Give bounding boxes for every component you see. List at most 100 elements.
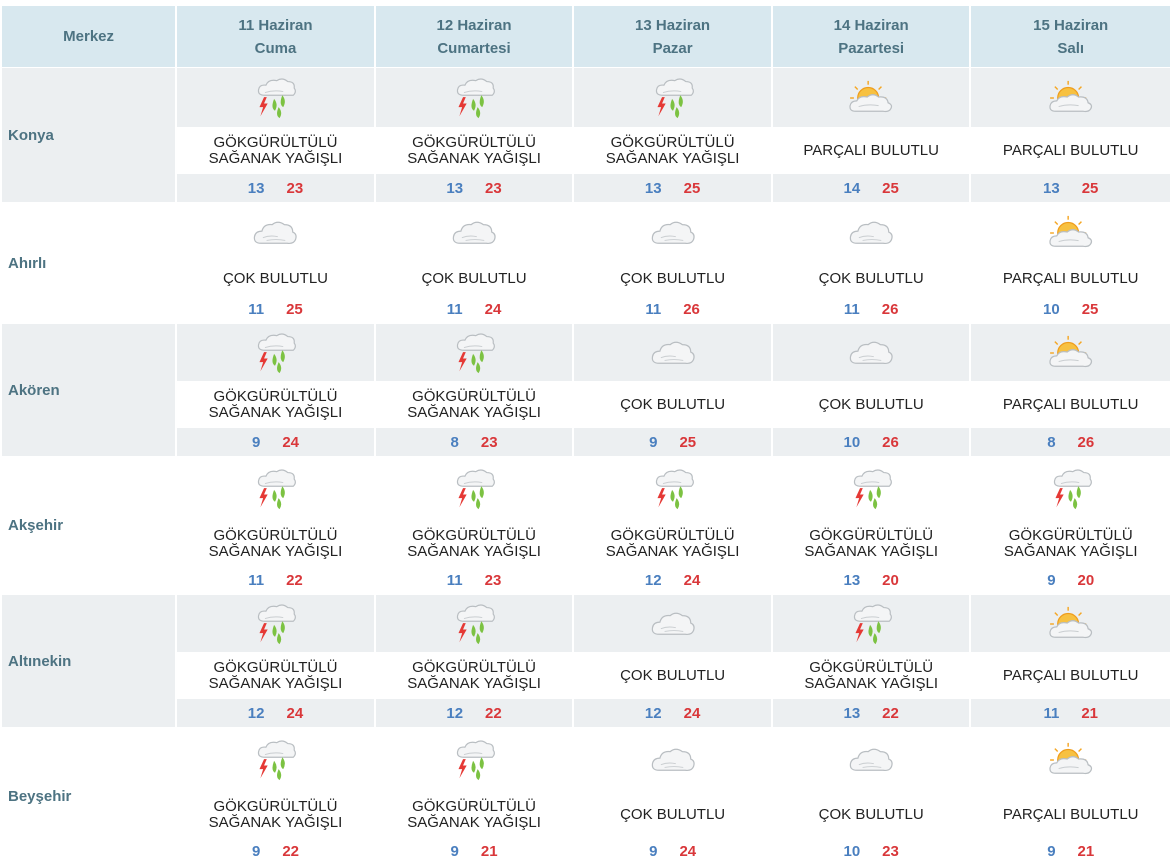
description-text: GÖKGÜRÜLTÜLÜ SAĞANAK YAĞIŞLI (407, 527, 541, 560)
description-line: SAĞANAK YAĞIŞLI (605, 542, 740, 560)
cloudy-icon (651, 341, 695, 364)
thunderstorm-icon (258, 740, 297, 781)
description-line: GÖKGÜRÜLTÜLÜ (610, 133, 735, 151)
partly-cloudy-icon (1048, 742, 1092, 775)
day-header: 15 Haziran Salı (971, 6, 1170, 67)
max-temp: 25 (286, 300, 303, 318)
day-date: 11 Haziran (238, 16, 313, 34)
weather-description: GÖKGÜRÜLTÜLÜ SAĞANAK YAĞIŞLI (574, 127, 771, 174)
description-line: PARÇALI BULUTLU (1002, 141, 1139, 159)
thunderstorm-icon (456, 77, 495, 119)
weather-icon-row (177, 595, 374, 652)
day-date: 15 Haziran (1033, 16, 1109, 34)
description-text: GÖKGÜRÜLTÜLÜ SAĞANAK YAĞIŞLI (209, 388, 343, 421)
day-cell: GÖKGÜRÜLTÜLÜ SAĞANAK YAĞIŞLI 12 24 (177, 595, 376, 727)
description-text: GÖKGÜRÜLTÜLÜ SAĞANAK YAĞIŞLI (209, 659, 343, 692)
city-name: Ahırlı (2, 204, 178, 322)
weather-description: ÇOK BULUTLU (574, 652, 771, 699)
description-line: GÖKGÜRÜLTÜLÜ (213, 797, 338, 815)
description-line: SAĞANAK YAĞIŞLI (804, 542, 938, 560)
description-text: ÇOK BULUTLU (819, 806, 924, 823)
temperature-range: 8 23 (375, 428, 573, 456)
thunderstorm-icon (854, 469, 893, 510)
day-cell: GÖKGÜRÜLTÜLÜ SAĞANAK YAĞIŞLI 11 22 (177, 458, 376, 593)
city-row: Ahırlı ÇOK BULUTLU 11 25 ÇOK BULUTLU 11 24 ÇOK … (2, 204, 1170, 322)
weather-description: GÖKGÜRÜLTÜLÜ SAĞANAK YAĞIŞLI (375, 652, 573, 699)
merkez-header: Merkez (2, 6, 178, 67)
temperature-range: 11 26 (574, 296, 771, 322)
min-temp: 11 (248, 571, 265, 589)
temperature-range: 11 22 (177, 567, 374, 593)
description-line: ÇOK BULUTLU (222, 269, 328, 287)
description-line: ÇOK BULUTLU (421, 269, 527, 287)
description-line: PARÇALI BULUTLU (1002, 269, 1139, 287)
weather-description: GÖKGÜRÜLTÜLÜ SAĞANAK YAĞIŞLI (375, 791, 573, 838)
day-weekday: Cuma (254, 39, 297, 57)
cloudy-icon (452, 221, 496, 244)
max-temp: 22 (286, 571, 303, 589)
city-name: Akören (2, 324, 178, 456)
temperature-range: 10 25 (971, 296, 1170, 322)
day-cell: PARÇALI BULUTLU 9 21 (971, 729, 1170, 864)
max-temp: 20 (882, 571, 899, 589)
max-temp: 23 (484, 571, 502, 589)
min-temp: 11 (446, 300, 463, 318)
weather-description: PARÇALI BULUTLU (971, 261, 1170, 296)
weather-description: ÇOK BULUTLU (772, 261, 970, 296)
day-cell: GÖKGÜRÜLTÜLÜ SAĞANAK YAĞIŞLI 13 23 (177, 68, 376, 202)
day-cell: PARÇALI BULUTLU 8 26 (971, 324, 1170, 456)
weather-icon-row (177, 729, 374, 791)
weather-description: PARÇALI BULUTLU (971, 381, 1170, 428)
min-temp: 11 (645, 300, 662, 318)
weather-icon-row (971, 68, 1170, 127)
max-temp: 24 (286, 704, 304, 722)
temperature-range: 13 25 (574, 174, 771, 202)
thunderstorm-icon (655, 469, 694, 510)
weather-description: ÇOK BULUTLU (574, 381, 771, 428)
description-text: ÇOK BULUTLU (620, 667, 725, 684)
partly-cloudy-icon (1048, 214, 1092, 247)
weather-icon-row (574, 68, 771, 127)
temperature-range: 13 23 (375, 174, 573, 202)
max-temp: 22 (485, 704, 502, 722)
description-text: ÇOK BULUTLU (620, 806, 725, 823)
weather-description: PARÇALI BULUTLU (971, 791, 1170, 838)
description-text: GÖKGÜRÜLTÜLÜ SAĞANAK YAĞIŞLI (605, 527, 740, 560)
weather-description: GÖKGÜRÜLTÜLÜ SAĞANAK YAĞIŞLI (177, 652, 374, 699)
temperature-range: 8 26 (971, 428, 1170, 456)
day-cell: GÖKGÜRÜLTÜLÜ SAĞANAK YAĞIŞLI 13 22 (772, 595, 972, 727)
day-cell: ÇOK BULUTLU 11 25 (177, 204, 376, 322)
day-weekday: Pazar (652, 39, 693, 57)
temperature-range: 12 24 (574, 699, 771, 727)
day-date: 13 Haziran (635, 16, 711, 34)
temperature-range: 11 24 (375, 296, 573, 322)
description-line: SAĞANAK YAĞIŞLI (208, 542, 343, 560)
day-date: 14 Haziran (833, 16, 909, 34)
day-cell: GÖKGÜRÜLTÜLÜ SAĞANAK YAĞIŞLI 13 20 (772, 458, 972, 593)
weather-icon-row (574, 458, 771, 520)
description-line: SAĞANAK YAĞIŞLI (407, 674, 541, 692)
temperature-range: 9 24 (574, 838, 771, 864)
partly-cloudy-icon (1048, 605, 1092, 638)
cloudy-icon (849, 748, 893, 772)
min-temp: 9 (251, 433, 261, 451)
day-cell: PARÇALI BULUTLU 10 25 (971, 204, 1170, 322)
temperature-range: 11 25 (177, 296, 374, 322)
weather-description: PARÇALI BULUTLU (772, 127, 970, 174)
weather-icon-row (772, 204, 970, 261)
weather-description: ÇOK BULUTLU (375, 261, 573, 296)
cloudy-icon (651, 612, 695, 635)
description-text: GÖKGÜRÜLTÜLÜ SAĞANAK YAĞIŞLI (407, 134, 541, 167)
max-temp: 25 (683, 179, 701, 197)
description-line: GÖKGÜRÜLTÜLÜ (213, 133, 338, 151)
max-temp: 23 (480, 433, 498, 451)
weather-icon-row (574, 595, 771, 652)
weather-description: ÇOK BULUTLU (772, 381, 970, 428)
merkez-label: Merkez (63, 28, 115, 45)
weather-icon-row (177, 324, 374, 381)
thunderstorm-icon (258, 469, 297, 510)
weather-description: PARÇALI BULUTLU (971, 127, 1170, 174)
day-cell: GÖKGÜRÜLTÜLÜ SAĞANAK YAĞIŞLI 13 25 (574, 68, 773, 202)
min-temp: 13 (247, 179, 265, 197)
description-line: ÇOK BULUTLU (620, 269, 726, 287)
